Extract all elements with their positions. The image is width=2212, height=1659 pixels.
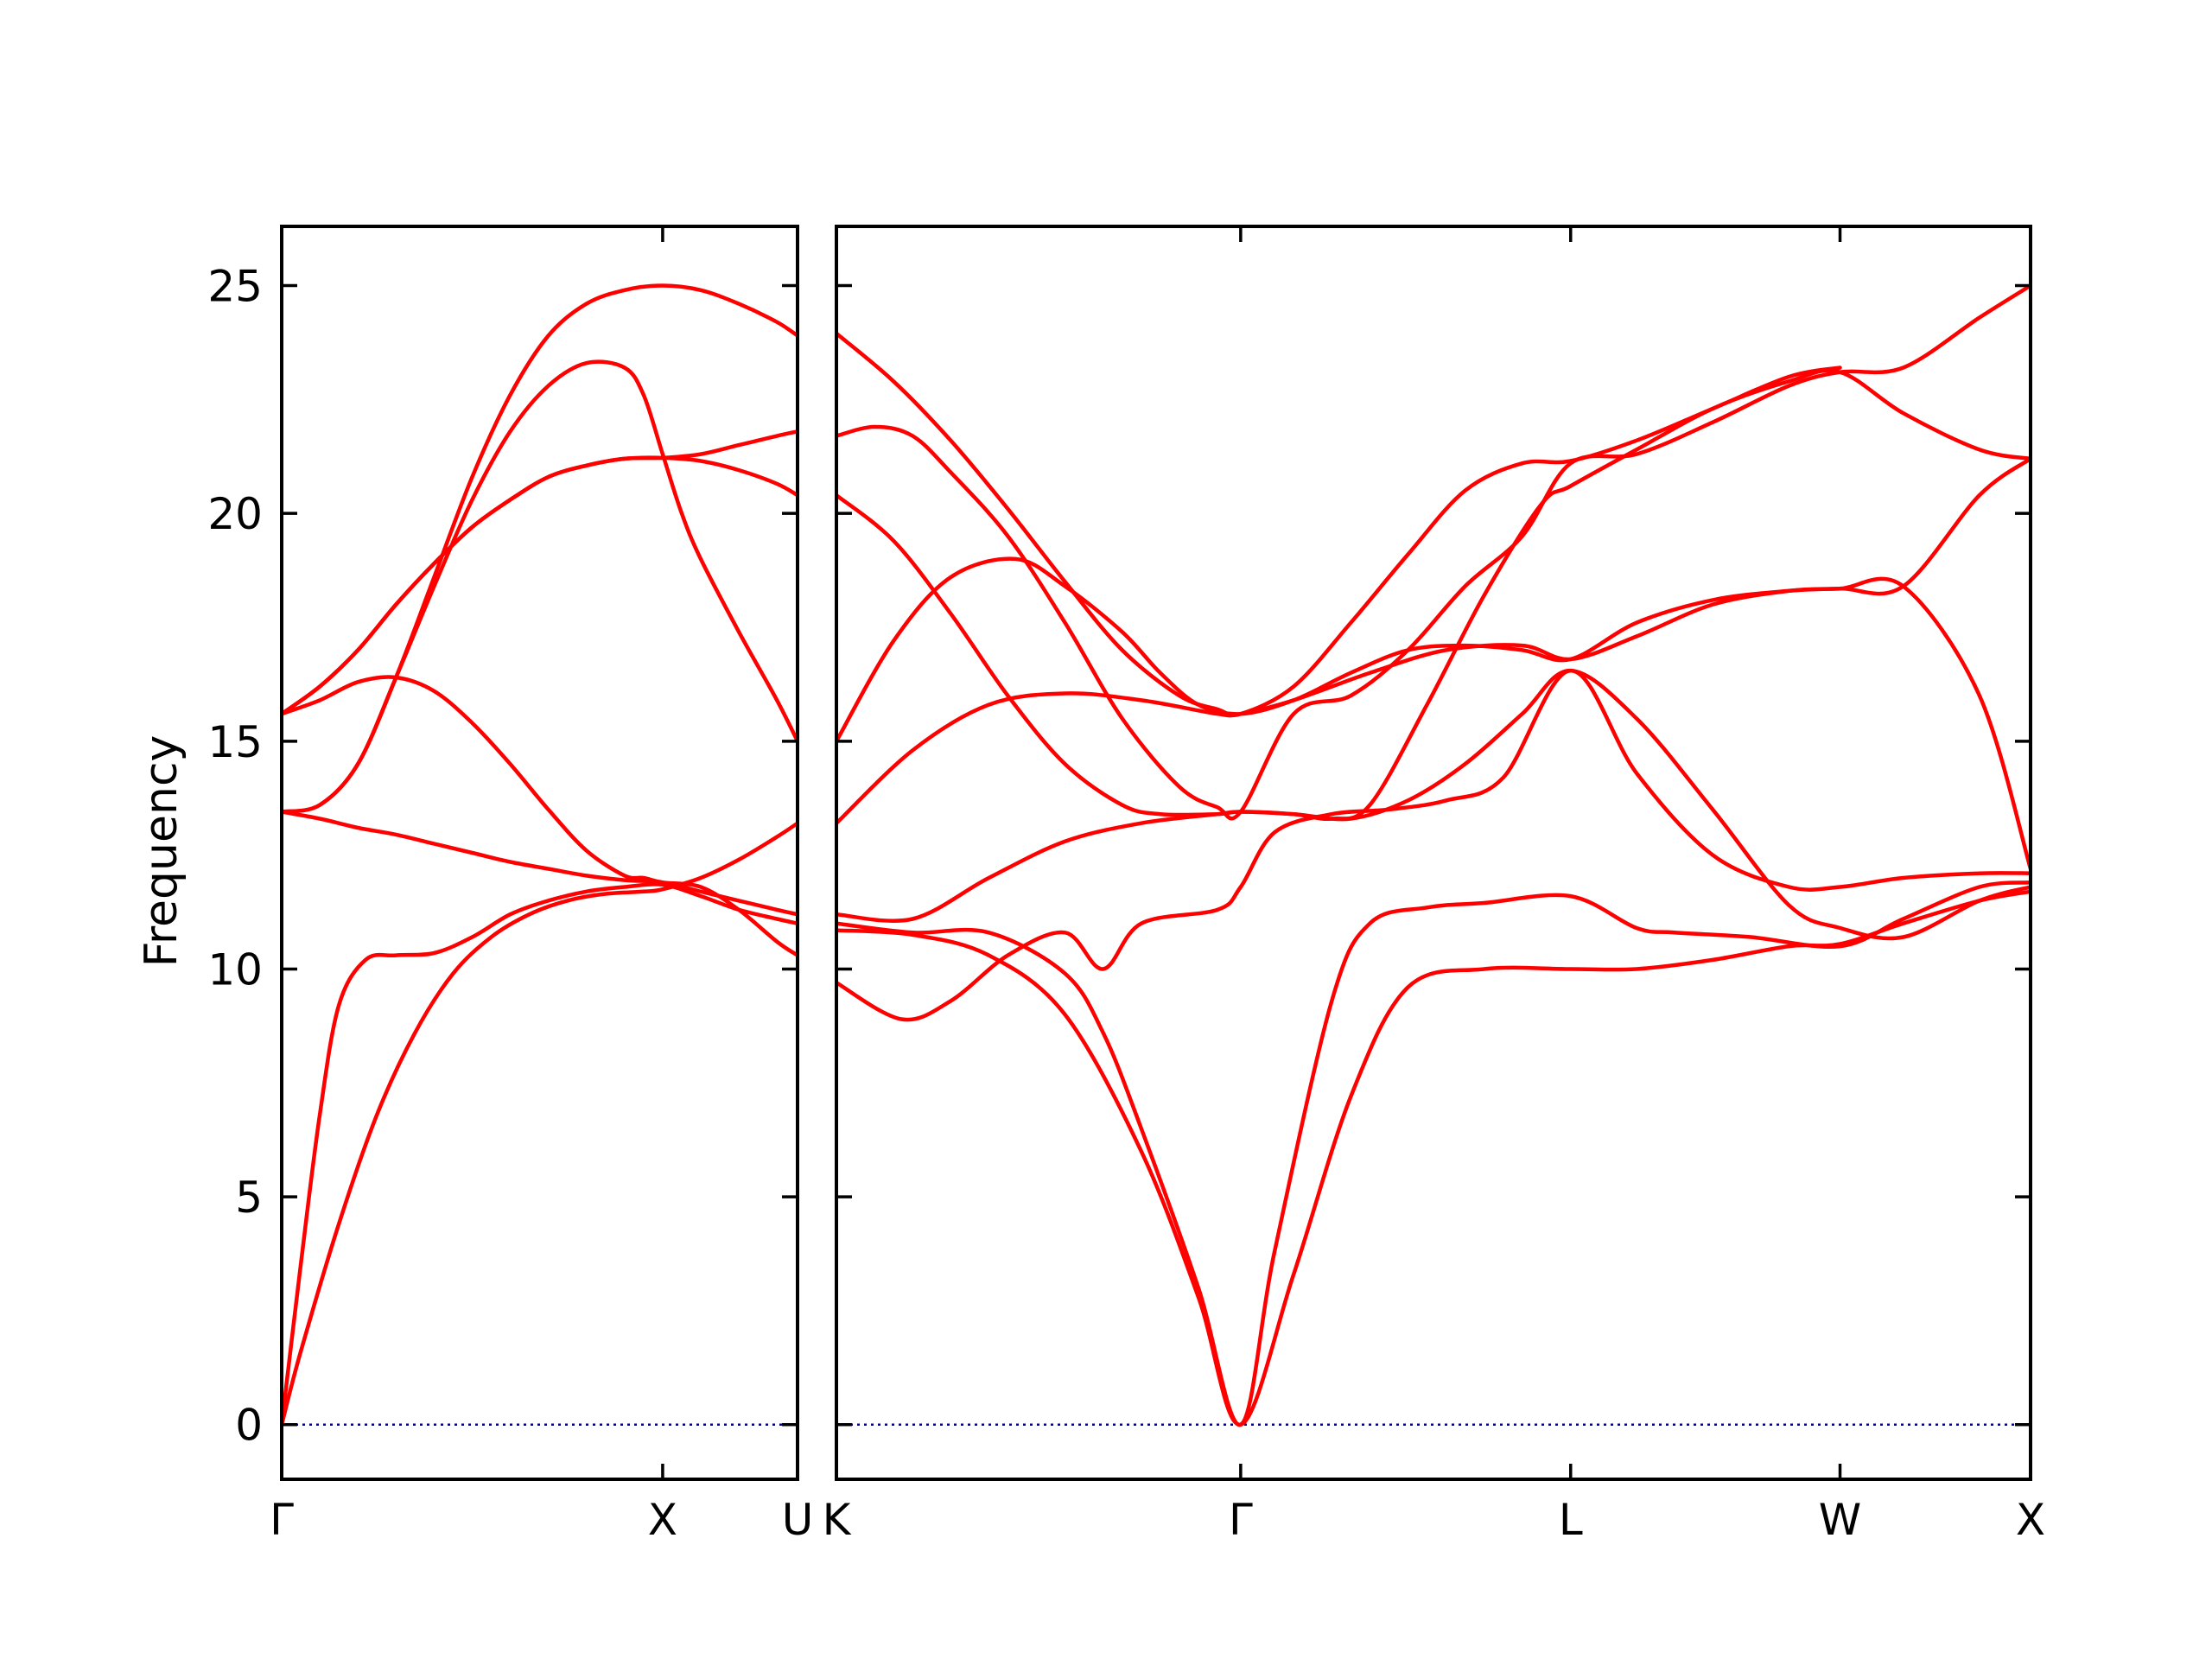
band-line-2 [836,880,2031,1427]
x-tick-label: X [648,1495,677,1545]
y-tick-label: 15 [207,717,263,767]
x-tick-label: K [823,1495,852,1545]
band-line-5 [836,456,2031,825]
panel-left: Γ X U 0 5 10 15 20 25 [207,225,814,1545]
band-line-7 [282,455,798,716]
band-line-8 [282,283,798,814]
x-tick-label: Γ [1229,1495,1253,1545]
band-line-4 [836,668,2031,941]
band-line-4 [282,675,798,957]
band-line-7 [836,368,2031,822]
y-axis-label: Frequency [136,735,188,968]
plot-area [836,283,2031,1427]
x-tick-label: W [1819,1495,1861,1545]
band-line-5 [282,359,798,814]
y-tick-label: 0 [235,1401,263,1451]
band-line-3 [282,810,798,917]
y-tick-label: 5 [235,1173,263,1223]
axes-frame [835,225,2032,1481]
x-tick-label: X [2016,1495,2045,1545]
x-tick-label: Γ [270,1495,294,1545]
band-line-3 [836,668,2031,1022]
x-tick-label: L [1559,1495,1583,1545]
y-tick-label: 20 [207,489,263,539]
band-line-1 [836,889,2031,1427]
band-line-1 [282,821,798,1427]
band-line-6 [282,429,798,716]
axes-frame [280,225,799,1481]
band-line-9 [836,331,1842,717]
y-tick-label: 25 [207,262,263,312]
y-tick-label: 10 [207,944,263,995]
x-tick-label: U [782,1495,814,1545]
band-line-2 [282,882,798,1427]
band-line-6 [836,556,2031,871]
band-line-8 [836,283,2031,821]
plot-area [282,283,798,1427]
